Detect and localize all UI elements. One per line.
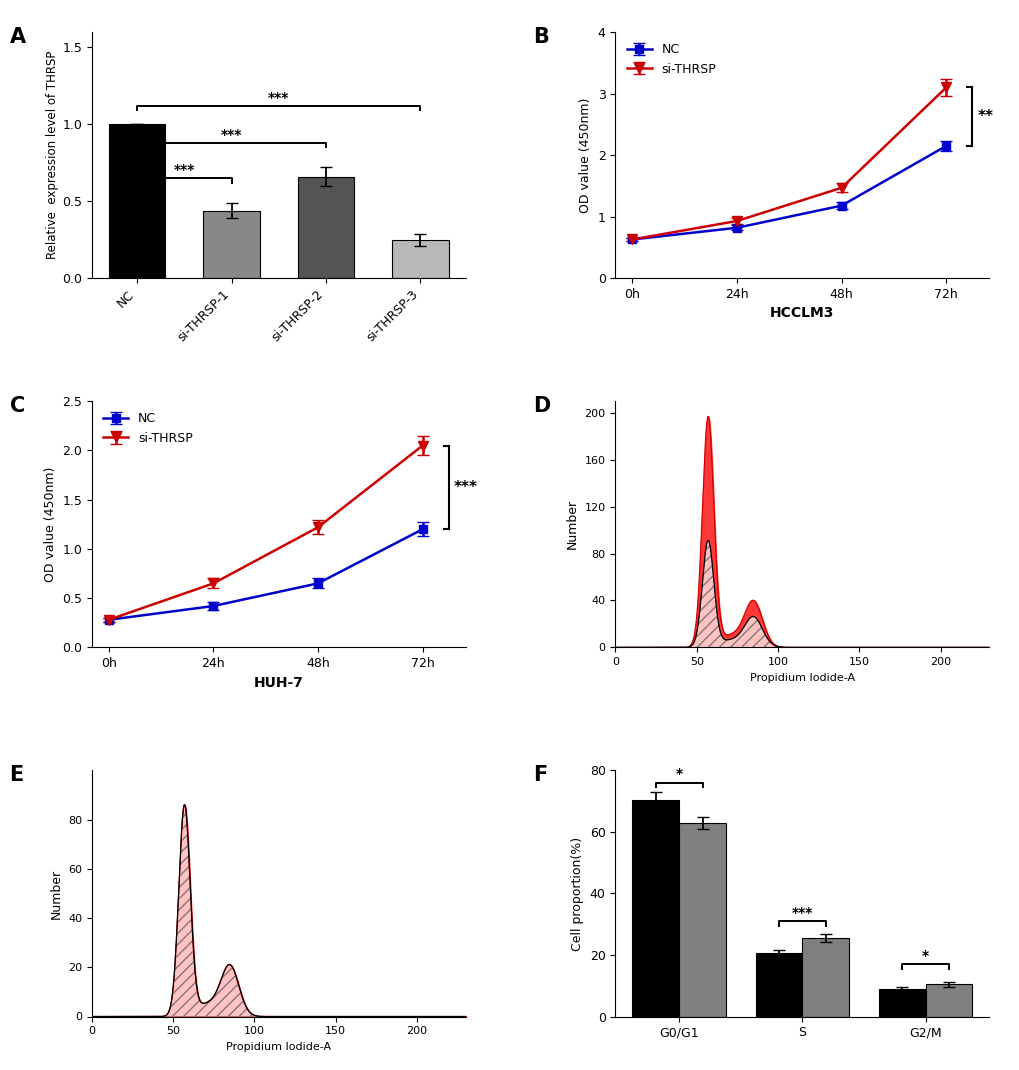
Text: ***: *** — [221, 127, 243, 141]
Text: A: A — [9, 27, 25, 47]
Y-axis label: OD value (450nm): OD value (450nm) — [44, 467, 56, 582]
Text: F: F — [533, 765, 547, 785]
Bar — [391, 240, 448, 278]
Y-axis label: Relative  expression level of THRSP: Relative expression level of THRSP — [46, 51, 59, 259]
Text: B: B — [533, 27, 548, 47]
X-axis label: Propidium Iodide-A: Propidium Iodide-A — [226, 1042, 331, 1052]
Text: *: * — [675, 767, 682, 781]
Y-axis label: Number: Number — [49, 869, 62, 918]
Text: *: * — [921, 949, 928, 963]
Text: C: C — [9, 396, 24, 416]
Y-axis label: OD value (450nm): OD value (450nm) — [579, 97, 592, 213]
Bar — [632, 799, 679, 1016]
Bar — [203, 211, 260, 278]
Bar — [109, 124, 165, 278]
X-axis label: HCCLM3: HCCLM3 — [769, 306, 834, 321]
Bar — [298, 177, 354, 278]
Legend: NC, si-THRSP: NC, si-THRSP — [621, 39, 720, 80]
Text: ***: *** — [453, 479, 478, 495]
Legend: NC, si-THRSP: NC, si-THRSP — [98, 408, 198, 449]
Text: ***: *** — [791, 906, 812, 920]
Text: ***: *** — [173, 163, 195, 177]
X-axis label: Propidium Iodide-A: Propidium Iodide-A — [749, 673, 854, 683]
Text: E: E — [9, 765, 23, 785]
Bar — [802, 938, 849, 1016]
X-axis label: HUH-7: HUH-7 — [254, 675, 304, 690]
Y-axis label: Cell proportion(%): Cell proportion(%) — [571, 837, 584, 950]
Bar — [924, 984, 971, 1016]
Y-axis label: Number: Number — [566, 500, 579, 549]
Bar — [878, 989, 924, 1016]
Bar — [755, 953, 802, 1016]
Text: ***: *** — [268, 91, 289, 105]
Text: **: ** — [976, 109, 993, 124]
Text: D: D — [533, 396, 550, 416]
Bar — [679, 823, 726, 1016]
